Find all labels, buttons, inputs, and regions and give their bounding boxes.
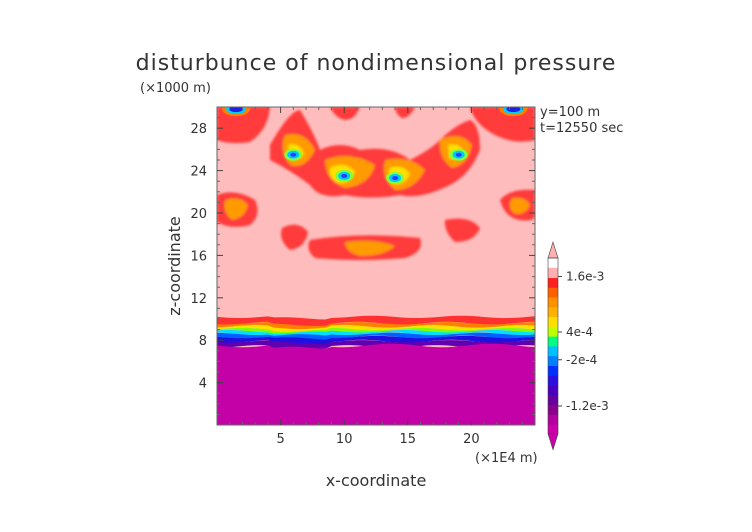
red-region [444,218,480,242]
y-tick-label: 28 [190,122,207,137]
annotation-t: t=12550 sec [540,121,623,136]
colorbar-segment [548,277,558,288]
transition-band [217,332,535,341]
colorbar-segment [548,424,558,435]
colorbar-segment [548,326,558,337]
y-unit-label: (×1000 m) [140,81,211,96]
y-tick-label: 8 [199,334,207,349]
field-base-shade [217,347,535,425]
colorbar-segment [548,384,558,396]
blob-core [392,176,399,181]
colorbar-frame [547,257,559,435]
red-region [270,110,480,198]
colorbar-segment [548,297,558,308]
colorbar-segment [548,394,558,405]
colorbar-segment [548,336,558,347]
transition-band [217,325,535,334]
transition-band [217,322,535,331]
axes: 5 10 15 20 4 8 12 16 20 24 28 [190,107,535,447]
x-tick-label: 5 [276,432,284,447]
blob-core [229,107,244,113]
red-region [281,224,308,250]
orange-region [345,240,395,256]
y-tick-label: 24 [190,165,207,180]
colorbar-label: 4e-4 [566,325,593,339]
colorbar-segment [548,316,558,327]
x-unit-label: (×1E4 m) [475,451,538,466]
colorbar-segment [548,404,558,415]
colorbar-segment [548,375,558,386]
colorbar-label: 1.6e-3 [566,270,604,284]
colorbar-segment [548,355,558,366]
annotation-y: y=100 m [540,105,600,120]
blob-core [290,152,297,157]
x-tick-label: 15 [400,432,417,447]
colorbar-segment [548,345,558,357]
y-tick-label: 20 [190,207,207,222]
red-region [217,107,270,144]
colorbar-segment [548,267,558,279]
transition-band [217,330,535,337]
red-region [470,107,535,142]
y-axis-label: z-coordinate [165,216,184,316]
orange-region [224,198,248,220]
colorbar-label: -2e-4 [566,353,597,367]
x-axis-label: x-coordinate [326,471,427,490]
colorbar-bottom-arrow [547,433,559,451]
upper-structures [217,107,535,260]
colorbar-label: -1.2e-3 [566,399,609,413]
red-region [395,107,415,118]
y-tick-label: 12 [190,292,207,307]
chart-title: disturbunce of nondimensional pressure [136,51,617,76]
y-tick-label: 16 [190,249,207,264]
colorbar-segment [548,306,558,318]
colorbar-top-arrow [547,240,559,259]
contour-field [217,107,535,425]
blob-core [341,173,348,178]
orange-region [509,197,530,215]
blob-core [455,152,462,157]
transition-band [217,315,535,328]
colorbar-segment [548,414,558,425]
colorbar-segment [548,365,558,376]
x-tick-label: 20 [463,432,480,447]
colorbar: 1.6e-3 4e-4 -2e-4 -1.2e-3 [547,240,609,451]
y-tick-label: 4 [199,377,207,392]
x-tick-label: 10 [336,432,353,447]
red-region [330,107,360,120]
colorbar-segment [548,287,558,298]
